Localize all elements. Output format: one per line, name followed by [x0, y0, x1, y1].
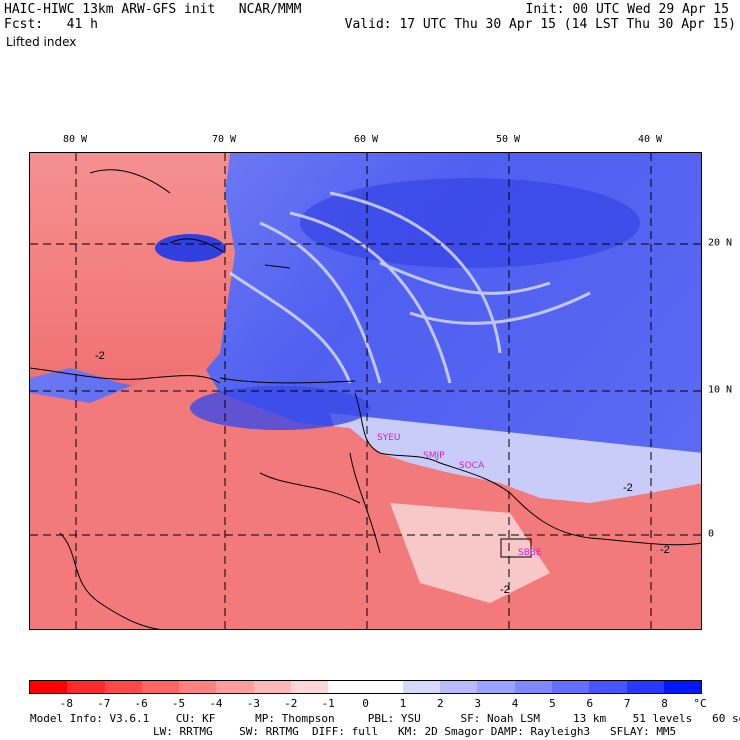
- colorbar-tick-label: 3: [474, 697, 481, 710]
- lon-label-70w: 70 W: [211, 134, 237, 145]
- model-info-line1: Model Info: V3.6.1 CU: KF MP: Thompson P…: [30, 712, 740, 725]
- colorbar-tick-label: -7: [97, 697, 111, 710]
- colorbar-tick-label: 0: [362, 697, 369, 710]
- field-name: Lifted index: [6, 35, 77, 49]
- colorbar-swatch: [626, 681, 664, 693]
- colorbar-swatch: [589, 681, 627, 693]
- lat-label-20n: 20 N: [708, 237, 733, 249]
- colorbar-tick-label: 7: [623, 697, 631, 710]
- contour-label: -2: [95, 350, 105, 362]
- lat-label-10n: 10 N: [708, 384, 733, 396]
- colorbar-swatch: [477, 681, 515, 693]
- init-time: Init: 00 UTC Wed 29 Apr 15: [525, 2, 730, 17]
- colorbar-tick-label: -2: [284, 697, 298, 710]
- station-syeu: SYEU: [377, 433, 401, 443]
- warm-region-west: [30, 153, 235, 393]
- station-box-sbbe: [500, 538, 532, 558]
- contour-label: -2: [623, 482, 633, 494]
- model-info-line2: LW: RRTMG SW: RRTMG DIFF: full KM: 2D Sm…: [153, 725, 677, 738]
- colorbar-tick-label: 4: [511, 697, 519, 710]
- lifted-index-map: -2 -2 -2 -2: [29, 152, 702, 630]
- colorbar-tick-label: -6: [134, 697, 148, 710]
- lon-label-50w: 50 W: [495, 134, 521, 145]
- colorbar-swatch: [253, 681, 291, 693]
- lon-label-80w: 80 W: [62, 134, 88, 145]
- contour-label: -2: [660, 544, 670, 556]
- colorbar-tick-label: 1: [399, 697, 407, 710]
- colorbar-swatch: [663, 681, 702, 693]
- station-sbbe: SBBE: [518, 548, 542, 558]
- cold-core-hispaniola: [155, 234, 225, 262]
- lat-label-equator: 0: [708, 528, 715, 540]
- colorbar-swatch: [328, 681, 366, 693]
- colorbar-tick-label: -5: [171, 697, 186, 710]
- map-canvas: -2 -2 -2 -2: [30, 153, 701, 629]
- contour-label: -2: [500, 584, 510, 596]
- colorbar-swatch: [216, 681, 254, 693]
- colorbar-swatch: [440, 681, 478, 693]
- colorbar-tick-label: 6: [586, 697, 594, 710]
- colorbar-swatch: [179, 681, 217, 693]
- colorbar-swatch: [30, 681, 68, 693]
- colorbar-swatch: [402, 681, 441, 693]
- colorbar-swatch: [67, 681, 105, 693]
- colorbar-tick-label: 5: [549, 697, 556, 710]
- colorbar-swatch: [514, 681, 552, 693]
- colorbar-swatch: [365, 681, 403, 693]
- cloud-streaks: [229, 191, 591, 384]
- model-title: HAIC-HIWC 13km ARW-GFS init NCAR/MMM: [4, 2, 302, 17]
- valid-time: Valid: 17 UTC Thu 30 Apr 15 (14 LST Thu …: [344, 17, 736, 32]
- colorbar-swatch: [141, 681, 180, 693]
- colorbar-tick-label: 2: [436, 697, 444, 710]
- colorbar-swatch: [551, 681, 590, 693]
- cold-core-atlantic: [300, 178, 640, 268]
- lon-label-40w: 40 W: [637, 134, 663, 145]
- forecast-hour: Fcst: 41 h: [4, 17, 98, 32]
- pale-land-region: [390, 503, 550, 603]
- lon-label-60w: 60 W: [353, 134, 379, 145]
- colorbar-tick-label: -8: [59, 697, 73, 710]
- colorbar-tick-label: -1: [321, 697, 335, 710]
- coastlines: [30, 169, 701, 629]
- colorbar-swatch: [104, 681, 142, 693]
- cold-core-caribbean: [190, 386, 370, 430]
- colorbar-tick-label: -3: [246, 697, 260, 710]
- station-smjp: SMJP: [423, 451, 445, 461]
- colorbar-unit: °C: [693, 697, 707, 710]
- colorbar-tick-label: -4: [209, 697, 223, 710]
- colorbar-tick-label: 8: [661, 697, 668, 710]
- graticule: [30, 153, 701, 629]
- station-soca: SOCA: [459, 461, 485, 471]
- colorbar-swatch: [290, 681, 329, 693]
- colorbar: [29, 680, 702, 694]
